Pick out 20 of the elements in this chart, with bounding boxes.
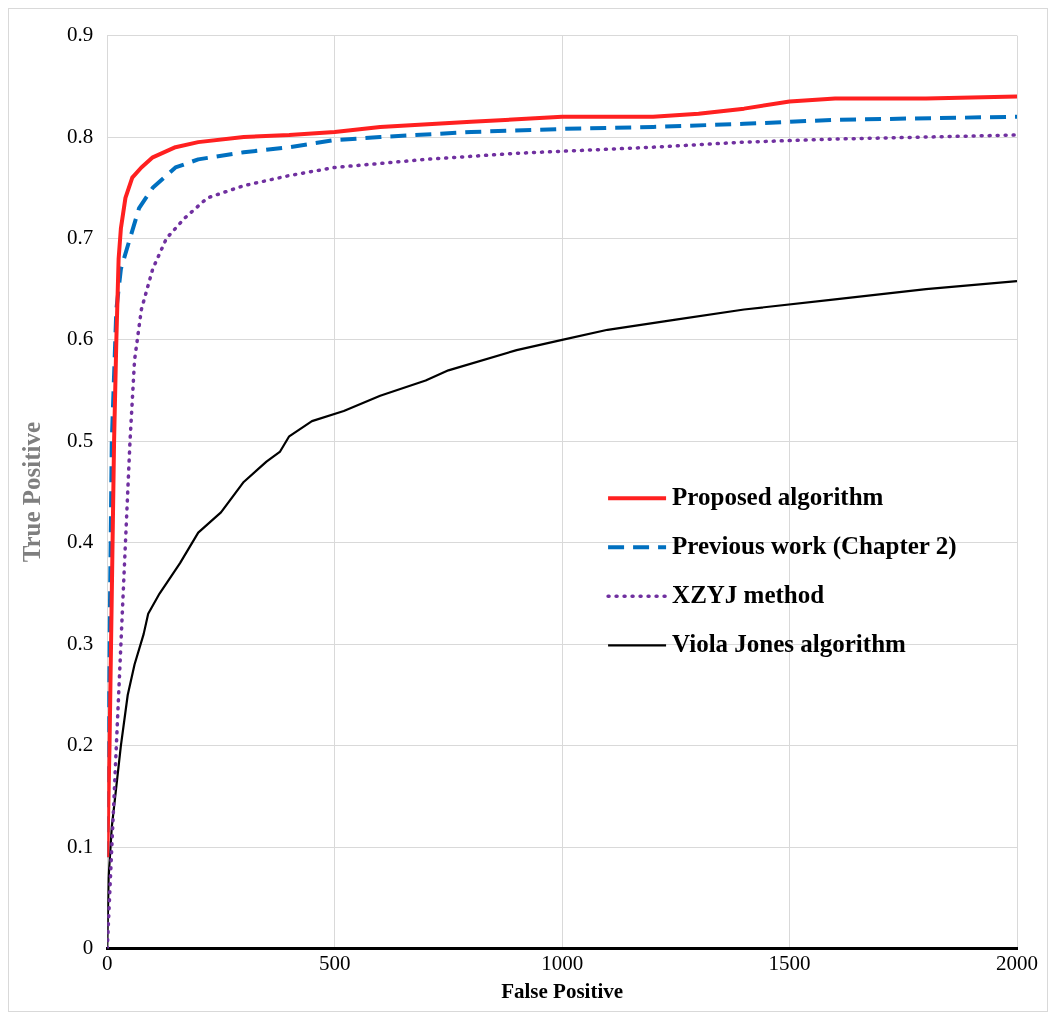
y-tick-label: 0.1 — [67, 833, 94, 858]
legend-label: XZYJ method — [672, 580, 825, 608]
y-tick-label: 0.3 — [67, 630, 94, 655]
x-tick-label: 500 — [318, 950, 351, 975]
y-tick-label: 0.2 — [67, 732, 94, 757]
y-tick-label: 0.4 — [67, 529, 94, 554]
x-tick-label: 0 — [102, 950, 113, 975]
y-tick-label: 0.6 — [67, 326, 94, 351]
legend-label: Previous work (Chapter 2) — [672, 531, 957, 560]
y-tick-label: 0.7 — [67, 225, 94, 249]
x-tick-label: 1500 — [768, 950, 811, 975]
y-tick-label: 0.9 — [67, 22, 94, 47]
legend-label: Proposed algorithm — [672, 482, 884, 510]
y-axis-title: True Positive — [18, 421, 46, 563]
legend-label: Viola Jones algorithm — [672, 629, 907, 657]
y-tick-label: 0.5 — [67, 427, 94, 452]
x-tick-label: 2000 — [996, 950, 1038, 975]
x-axis-title: False Positive — [501, 978, 624, 1003]
x-tick-label: 1000 — [541, 950, 584, 975]
y-tick-label: 0.8 — [67, 123, 94, 148]
